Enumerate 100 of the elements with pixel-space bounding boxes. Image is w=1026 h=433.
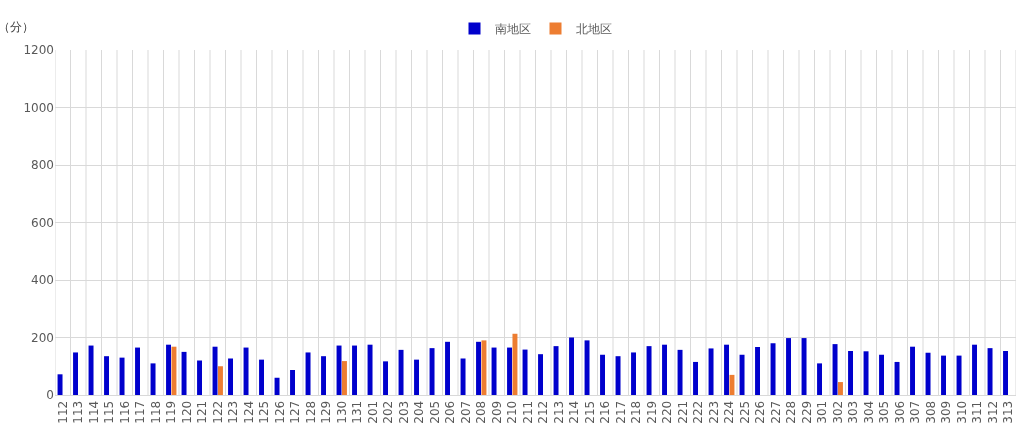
x-tick-label: 113 [71, 400, 86, 424]
bar [755, 346, 761, 395]
bar [863, 351, 869, 395]
x-tick-label: 222 [691, 400, 706, 424]
bar [801, 338, 807, 395]
bar [119, 357, 125, 395]
bar [662, 344, 668, 395]
x-tick-label: 310 [954, 400, 969, 424]
x-tick-label: 214 [567, 400, 582, 424]
x-tick-label: 303 [846, 400, 861, 424]
bar [341, 361, 347, 395]
bar [228, 358, 234, 395]
bar [290, 369, 296, 395]
y-tick-label: 400 [31, 273, 54, 288]
bar [972, 344, 978, 395]
bar [987, 348, 993, 395]
bar [460, 358, 466, 395]
x-tick-label: 208 [474, 400, 489, 424]
x-tick-label: 228 [784, 400, 799, 424]
bar [243, 347, 249, 395]
bar [708, 348, 714, 395]
x-tick-label: 229 [799, 400, 814, 424]
bar [181, 351, 187, 395]
x-tick-label: 313 [1001, 400, 1016, 424]
bar [104, 356, 110, 395]
bar [336, 345, 342, 395]
x-tick-label: 112 [55, 400, 70, 424]
bar [512, 333, 518, 395]
x-tick-label: 115 [102, 400, 117, 424]
bar [414, 359, 420, 395]
bar [837, 382, 843, 395]
x-tick-label: 312 [985, 400, 1000, 424]
y-tick-label: 1200 [23, 43, 54, 58]
x-tick-label: 209 [489, 400, 504, 424]
bar [538, 354, 544, 395]
x-tick-label: 203 [396, 400, 411, 424]
bar [491, 347, 497, 395]
x-tick-label: 311 [970, 400, 985, 424]
bar [57, 374, 63, 395]
bar [135, 347, 141, 395]
bar [724, 344, 730, 395]
x-tick-label: 212 [536, 400, 551, 424]
bar [212, 346, 218, 395]
x-tick-label: 127 [288, 400, 303, 424]
x-tick-label: 121 [195, 400, 210, 424]
x-tick-label: 206 [443, 400, 458, 424]
x-tick-label: 227 [768, 400, 783, 424]
x-tick-label: 223 [706, 400, 721, 424]
x-tick-label: 211 [520, 400, 535, 424]
bar [631, 352, 637, 395]
bar [677, 349, 683, 395]
x-tick-label: 131 [350, 400, 365, 424]
bar [956, 355, 962, 395]
bar [398, 349, 404, 395]
bar [73, 352, 79, 395]
x-tick-label: 224 [722, 400, 737, 424]
x-tick-label: 117 [133, 400, 148, 424]
x-tick-label: 128 [303, 400, 318, 424]
y-tick-label: 1000 [23, 100, 54, 115]
bar [848, 351, 854, 395]
bar [817, 363, 823, 395]
bar [197, 360, 203, 395]
bar [171, 346, 177, 395]
x-tick-label: 307 [908, 400, 923, 424]
x-tick-label: 120 [179, 400, 194, 424]
x-tick-label: 124 [241, 400, 256, 424]
bar [166, 344, 172, 395]
bar [646, 346, 652, 395]
x-tick-label: 205 [427, 400, 442, 424]
x-tick-label: 204 [412, 400, 427, 424]
x-tick-label: 305 [877, 400, 892, 424]
x-tick-label: 309 [939, 400, 954, 424]
x-tick-label: 218 [629, 400, 644, 424]
y-tick-label: 600 [31, 215, 54, 230]
bar [259, 359, 265, 395]
y-tick-label: 800 [31, 158, 54, 173]
x-tick-label: 226 [753, 400, 768, 424]
x-tick-label: 118 [148, 400, 163, 424]
bar [217, 366, 223, 395]
x-tick-label: 221 [675, 400, 690, 424]
x-tick-label: 125 [257, 400, 272, 424]
bar [910, 346, 916, 395]
x-tick-label: 123 [226, 400, 241, 424]
bar [321, 356, 327, 395]
bar [569, 337, 575, 395]
x-tick-label: 126 [272, 400, 287, 424]
x-tick-label: 217 [613, 400, 628, 424]
x-tick-label: 130 [334, 400, 349, 424]
bar [832, 344, 838, 395]
bar [481, 340, 487, 395]
bar [879, 354, 885, 395]
x-tick-label: 220 [660, 400, 675, 424]
bar [445, 341, 451, 395]
bar [1003, 351, 1009, 395]
y-tick-label: 0 [46, 388, 54, 403]
y-tick-label: 200 [31, 330, 54, 345]
bar [553, 346, 559, 395]
x-tick-label: 301 [815, 400, 830, 424]
bar [88, 345, 94, 395]
bar [584, 340, 590, 395]
